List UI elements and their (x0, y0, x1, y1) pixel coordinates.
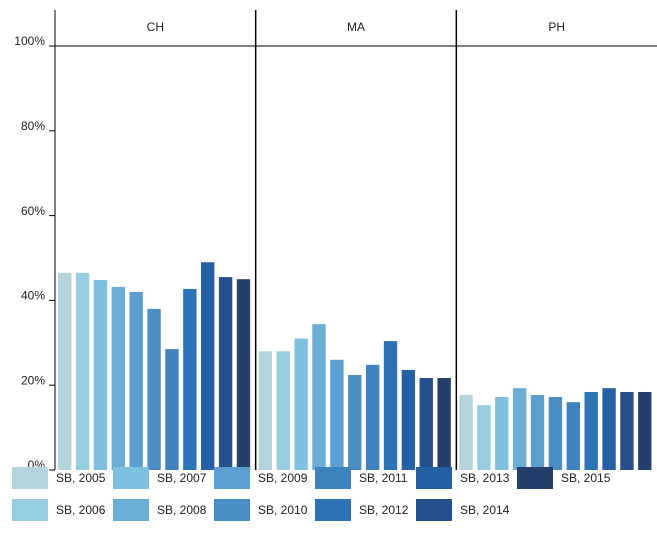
bar (218, 277, 233, 470)
legend-swatch (12, 467, 48, 489)
bar (437, 377, 451, 470)
bar (276, 351, 290, 470)
bar (58, 272, 72, 470)
facet-label: PH (548, 20, 565, 34)
legend-swatch (113, 499, 149, 521)
bar (201, 262, 215, 470)
legend-label: SB, 2009 (258, 471, 308, 485)
legend-swatch (517, 467, 553, 489)
bar (129, 291, 143, 470)
bar (638, 391, 652, 470)
bar (530, 394, 545, 470)
y-tick-label: 20% (21, 373, 45, 387)
facet-label: CH (147, 20, 164, 34)
legend-swatch (416, 499, 452, 521)
bar (348, 375, 362, 470)
bar (548, 397, 563, 470)
bar (236, 279, 251, 470)
bar (294, 338, 308, 470)
bar (566, 402, 580, 470)
legend-label: SB, 2006 (56, 503, 106, 517)
legend-label: SB, 2007 (157, 471, 207, 485)
legend-label: SB, 2010 (258, 503, 308, 517)
bar (401, 369, 416, 470)
bar (165, 349, 179, 470)
bar (93, 280, 108, 470)
bar (147, 308, 161, 470)
y-tick-label: 100% (14, 34, 45, 48)
legend-swatch (214, 499, 250, 521)
bar (584, 391, 598, 470)
y-tick-label: 40% (21, 289, 45, 303)
legend-swatch (113, 467, 149, 489)
bar (383, 341, 398, 470)
bar (312, 324, 326, 470)
bar (111, 286, 126, 470)
bar (258, 351, 273, 470)
legend-swatch (315, 467, 351, 489)
legend-label: SB, 2012 (359, 503, 409, 517)
bar (512, 388, 527, 470)
legend-swatch (214, 467, 250, 489)
bar (183, 288, 197, 470)
bar (477, 405, 491, 470)
bar (495, 397, 509, 470)
bar (459, 394, 473, 470)
facet-label: MA (347, 20, 365, 34)
legend-label: SB, 2013 (460, 471, 510, 485)
bar (75, 272, 90, 470)
bar (602, 388, 616, 470)
legend-swatch (315, 499, 351, 521)
legend-label: SB, 2014 (460, 503, 510, 517)
bar (330, 359, 344, 470)
legend-label: SB, 2008 (157, 503, 207, 517)
legend-swatch (416, 467, 452, 489)
y-tick-label: 60% (21, 204, 45, 218)
legend-swatch (12, 499, 48, 521)
bar (365, 364, 380, 470)
legend-label: SB, 2011 (359, 471, 408, 485)
bar (419, 377, 433, 470)
bar (620, 391, 634, 470)
legend-label: SB, 2005 (56, 471, 106, 485)
legend-label: SB, 2015 (561, 471, 611, 485)
y-tick-label: 80% (21, 119, 45, 133)
